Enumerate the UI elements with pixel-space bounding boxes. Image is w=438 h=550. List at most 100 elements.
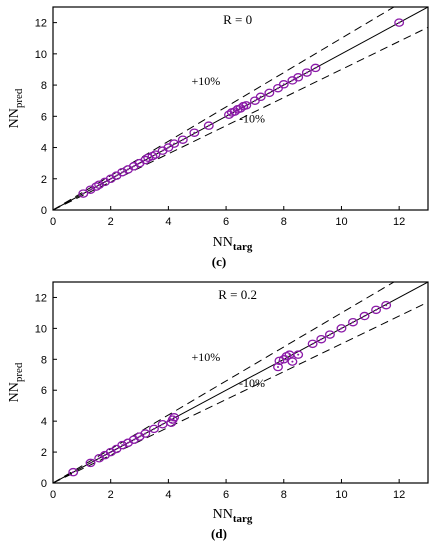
data-point-center: [132, 165, 135, 168]
data-point: [359, 311, 370, 321]
data-point-marker: [91, 182, 102, 191]
data-point: [203, 121, 214, 130]
data-point: [78, 189, 89, 198]
data-point: [140, 429, 151, 438]
data-point-center: [282, 83, 285, 86]
data-point-center: [277, 87, 279, 90]
data-point-marker: [140, 155, 151, 165]
data-point-center: [375, 308, 378, 311]
data-point-marker: [255, 92, 266, 102]
data-point-center: [173, 416, 176, 419]
data-point-center: [121, 171, 124, 174]
data-point: [241, 101, 252, 110]
data-point-marker: [177, 135, 188, 144]
x-tick-label: 8: [281, 216, 287, 228]
data-point-marker: [301, 68, 312, 77]
x-tick-label: 8: [281, 489, 287, 501]
data-point-center: [277, 366, 279, 369]
data-point-marker: [169, 413, 180, 422]
data-point-marker: [371, 305, 382, 315]
data-point-center: [363, 315, 366, 318]
y-tick-label: 6: [41, 385, 47, 397]
data-point-center: [121, 444, 124, 447]
x-axis-label-sub: targ: [233, 241, 253, 253]
data-point-marker: [273, 362, 283, 372]
lower-band-label: -10%: [239, 112, 265, 126]
y-axis-label: NNpred: [7, 362, 25, 402]
data-point: [324, 330, 335, 339]
data-point-center: [305, 71, 308, 74]
data-point: [117, 440, 128, 450]
data-point: [316, 334, 327, 344]
data-point-marker: [287, 357, 298, 366]
x-tick-label: 10: [335, 216, 347, 228]
data-point-center: [297, 76, 300, 79]
data-point: [249, 96, 260, 105]
data-point: [150, 150, 161, 159]
data-point-marker: [310, 63, 321, 73]
data-point-center: [144, 432, 147, 435]
r-annotation: R = 0.2: [218, 287, 257, 302]
data-point-marker: [394, 18, 405, 27]
data-point-center: [297, 353, 300, 356]
data-point: [273, 362, 283, 372]
data-point-marker: [278, 80, 289, 89]
data-point: [169, 413, 180, 422]
x-tick-label: 10: [335, 489, 347, 501]
data-point-center: [245, 104, 248, 107]
upper-band-label: +10%: [192, 350, 221, 364]
y-tick-label: 6: [41, 111, 47, 123]
y-axis-label-main: NN: [7, 108, 22, 128]
data-point-marker: [324, 330, 335, 339]
data-point-marker: [150, 150, 161, 159]
y-axis-label: NNpred: [7, 88, 25, 128]
x-axis-label-sub: targ: [233, 513, 253, 525]
x-axis-label: NNtarg: [213, 235, 253, 253]
data-point-center: [82, 192, 85, 195]
data-point-marker: [281, 351, 292, 361]
data-point-center: [138, 162, 141, 165]
x-tick-label: 4: [165, 489, 171, 501]
x-axis-label: NNtarg: [213, 507, 253, 525]
plot-frame: [52, 281, 429, 484]
upper-10pct-line: [53, 282, 395, 483]
x-axis-label-main: NN: [213, 235, 233, 250]
data-point-center: [291, 79, 294, 82]
data-point: [255, 92, 266, 102]
data-point-marker: [78, 189, 89, 198]
data-point-center: [352, 321, 354, 324]
data-point-center: [127, 441, 129, 444]
data-point-center: [236, 108, 239, 111]
data-points: [68, 300, 392, 477]
data-point: [264, 88, 275, 98]
data-point-marker: [381, 300, 392, 310]
data-point: [169, 139, 180, 148]
data-point-center: [109, 177, 112, 180]
data-point-marker: [203, 121, 214, 130]
data-point-center: [89, 188, 92, 191]
data-point-center: [89, 461, 92, 464]
y-tick-label: 12: [35, 18, 47, 30]
data-point: [68, 467, 79, 477]
y-tick-label: 10: [35, 323, 47, 335]
y-tick-label: 10: [35, 49, 47, 61]
data-point-center: [340, 327, 343, 330]
data-point-center: [230, 111, 233, 114]
data-point: [348, 317, 358, 327]
data-point: [149, 424, 159, 434]
data-point-center: [132, 438, 135, 441]
r-annotation: R = 0: [223, 12, 252, 27]
data-point-marker: [189, 128, 200, 137]
data-point: [273, 83, 283, 93]
lower-band-label: -10%: [239, 376, 265, 390]
y-tick-label: 8: [41, 354, 47, 366]
data-point-marker: [241, 101, 252, 110]
x-tick-label: 0: [50, 489, 56, 501]
data-point-marker: [359, 311, 370, 321]
x-tick-label: 6: [223, 216, 229, 228]
data-point-center: [320, 338, 323, 341]
data-point: [293, 350, 304, 359]
x-tick-label: 2: [108, 216, 114, 228]
data-point: [307, 339, 318, 349]
